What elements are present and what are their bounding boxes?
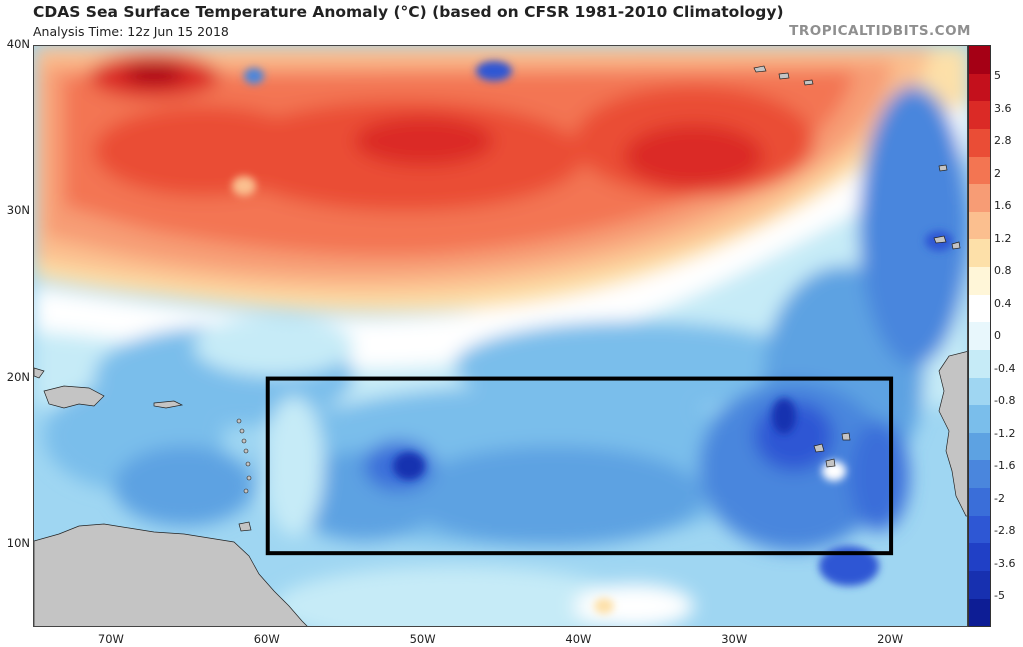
colorbar-tick: 0.4	[994, 296, 1012, 310]
west-africa	[938, 351, 967, 517]
colorbar-swatch	[969, 349, 990, 378]
colorbar-tick: -1.6	[994, 459, 1016, 472]
azores-3	[803, 79, 814, 86]
cape-verde-2	[841, 432, 851, 441]
lat-label: 40N	[6, 37, 30, 51]
colorbar-swatch	[969, 515, 990, 544]
highlight-box	[265, 376, 894, 556]
cape-verde-3	[825, 458, 836, 468]
canary-1	[933, 235, 947, 244]
lesser-antilles	[236, 418, 252, 494]
colorbar-tick: -3.6	[994, 556, 1016, 570]
colorbar-swatch	[969, 101, 990, 129]
lat-label: 20N	[6, 369, 30, 384]
south-america	[34, 523, 308, 626]
colorbar-tick: -0.8	[994, 394, 1016, 407]
analysis-time: Analysis Time: 12z Jun 15 2018	[33, 24, 229, 39]
colorbar-swatch	[969, 184, 990, 212]
colorbar-tick: 3.6	[994, 101, 1012, 115]
site-watermark[interactable]: TROPICALTIDBITS.COM	[789, 23, 971, 39]
lon-label: 70W	[97, 632, 124, 646]
lon-label: 60W	[253, 632, 280, 646]
lon-label: 50W	[409, 632, 436, 646]
lon-label: 20W	[877, 632, 904, 646]
azores-1	[753, 65, 767, 73]
colorbar-tick: 1.2	[994, 231, 1012, 245]
colorbar-swatch	[969, 570, 990, 599]
cuba-tip	[34, 367, 45, 379]
colorbar-tick: -2	[994, 491, 1005, 505]
colorbar-tick: 2	[994, 166, 1001, 180]
colorbar-swatch	[969, 460, 990, 488]
lat-label: 30N	[6, 203, 30, 218]
colorbar-swatch	[969, 598, 990, 627]
colorbar-tick: 1.6	[994, 199, 1012, 212]
colorbar-swatch	[969, 128, 990, 157]
lat-label: 10N	[6, 535, 30, 550]
colorbar	[968, 45, 991, 627]
colorbar-tick: -1.2	[994, 426, 1016, 440]
colorbar-swatch	[969, 294, 990, 323]
colorbar-swatch	[969, 405, 990, 433]
sst-anomaly-field	[34, 46, 967, 626]
colorbar-swatch	[969, 46, 990, 74]
colorbar-tick: 0	[994, 329, 1001, 342]
lon-label: 30W	[721, 632, 748, 646]
colorbar-tick: -0.4	[994, 361, 1016, 375]
canary-2	[951, 241, 961, 250]
azores-2	[778, 72, 790, 80]
colorbar-swatch	[969, 156, 990, 185]
madeira	[938, 164, 948, 172]
colorbar-tick: 0.8	[994, 264, 1012, 277]
colorbar-tick: 2.8	[994, 134, 1012, 147]
colorbar-swatch	[969, 239, 990, 267]
colorbar-swatch	[969, 488, 990, 516]
colorbar-swatch	[969, 322, 990, 350]
colorbar-swatch	[969, 73, 990, 102]
puerto-rico	[153, 400, 184, 409]
colorbar-swatch	[969, 377, 990, 406]
sst-anomaly-map	[33, 45, 968, 627]
colorbar-swatch	[969, 432, 990, 461]
cape-verde-1	[813, 443, 825, 453]
colorbar-tick: -2.8	[994, 524, 1016, 537]
land-masses	[34, 65, 967, 626]
colorbar-swatch	[969, 211, 990, 240]
colorbar-tick: 5	[994, 69, 1001, 82]
lon-label: 40W	[565, 632, 592, 646]
trinidad	[238, 521, 252, 532]
hispaniola	[43, 385, 105, 409]
colorbar-swatch	[969, 267, 990, 295]
colorbar-tick: -5	[994, 589, 1005, 602]
colorbar-swatch	[969, 543, 990, 571]
map-title: CDAS Sea Surface Temperature Anomaly (°C…	[33, 3, 784, 21]
